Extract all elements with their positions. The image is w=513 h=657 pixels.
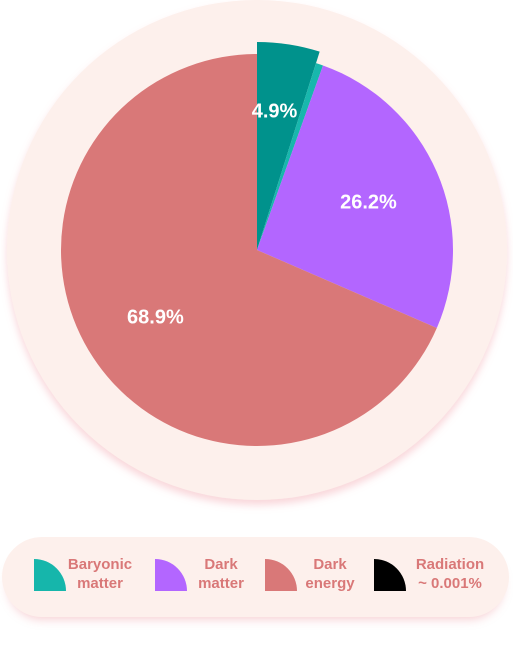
pie-slice-value-label: 4.9%: [252, 101, 298, 123]
legend-label: Dark matter: [193, 555, 249, 593]
pie-slices: [60, 42, 453, 447]
pie-labels: 4.9% 26.2% 68.9%: [127, 101, 397, 329]
legend-label-line1: Dark: [313, 556, 347, 573]
legend-label-line1: Dark: [204, 556, 238, 573]
pie-slice-value-label: 26.2%: [340, 192, 397, 214]
legend-item-dark-matter: Dark matter: [155, 555, 255, 595]
legend: Baryonic matter Dark matter Dark energy: [2, 537, 509, 617]
legend-item-dark-energy: Dark energy: [265, 555, 365, 595]
pie-slice-dark-energy: [60, 54, 437, 447]
quarter-circle-icon: [34, 559, 66, 591]
pie-slice-baryonic-matter: [257, 42, 320, 250]
legend-label-line1: Baryonic: [67, 556, 133, 573]
quarter-circle-icon: [155, 559, 187, 591]
legend-label-line2: energy: [305, 575, 355, 592]
quarter-circle-icon: [265, 559, 297, 591]
pie-chart: 4.9% 26.2% 68.9%: [7, 0, 507, 500]
legend-label-line2: matter: [198, 575, 244, 592]
legend-label-line2: matter: [77, 575, 123, 592]
pie-slice-radiation-0-001: [257, 63, 324, 250]
legend-item-radiation: Radiation ~ 0.001%: [374, 555, 494, 595]
legend-label-line2: ~ 0.001%: [418, 575, 482, 592]
legend-label-line1: Radiation: [415, 556, 485, 573]
legend-label: Dark energy: [301, 555, 359, 593]
quarter-circle-icon: [374, 559, 406, 591]
legend-label: Radiation ~ 0.001%: [410, 555, 490, 593]
legend-item-baryonic-matter: Baryonic matter: [34, 555, 144, 595]
pie-slice-dark-matter: [257, 65, 453, 328]
legend-label: Baryonic matter: [64, 555, 136, 593]
pie-slice-value-label: 68.9%: [127, 307, 184, 329]
